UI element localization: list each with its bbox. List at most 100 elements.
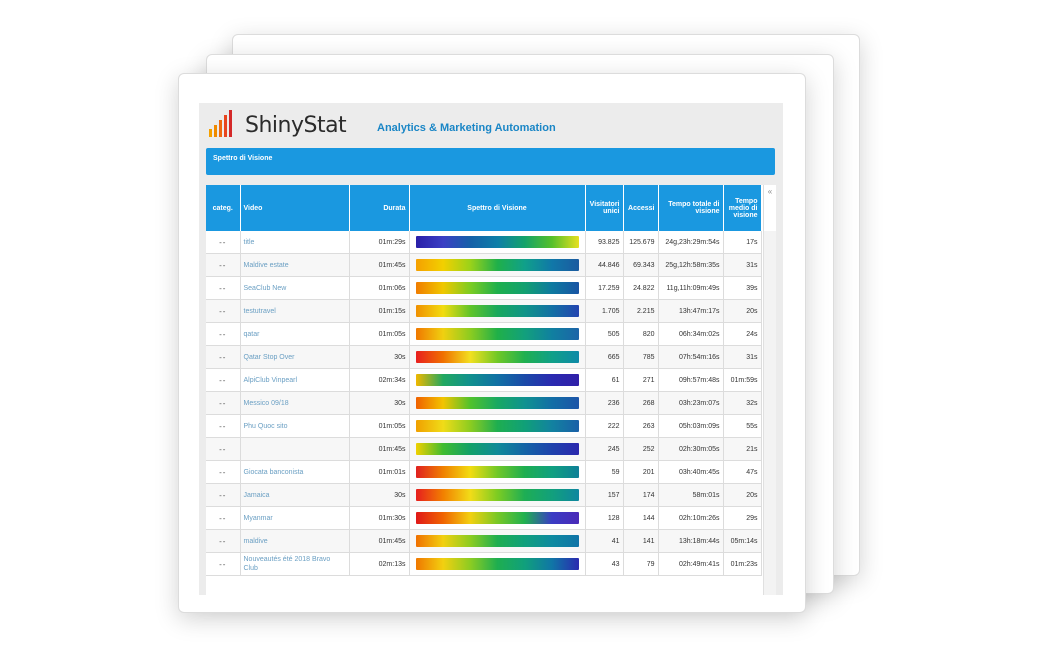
visitatori-cell: 61 (585, 368, 624, 392)
header-spettro[interactable]: Spettro di Visione (409, 185, 586, 231)
accessi-cell: 268 (623, 391, 659, 415)
tempo-medio-cell: 31s (723, 253, 762, 277)
viewing-spectrum-bar (415, 305, 579, 317)
categ-cell: -- (206, 437, 241, 461)
visitatori-cell: 41 (585, 529, 624, 553)
video-title-link[interactable]: Giocata banconista (240, 460, 350, 484)
header-visitatori[interactable]: Visitatori unici (585, 185, 624, 231)
durata-cell: 30s (349, 391, 410, 415)
viewing-spectrum-bar (415, 420, 579, 432)
video-title-link[interactable]: Maldive estate (240, 253, 350, 277)
spectrum-cell (409, 414, 586, 438)
video-title-link[interactable]: Phu Quoc sito (240, 414, 350, 438)
viewing-spectrum-bar (415, 535, 579, 547)
video-title-link[interactable]: maldive (240, 529, 350, 553)
table-row[interactable]: -- SeaClub New 01m:06s 17.259 24.822 11g,11h:… (206, 276, 762, 300)
table-row[interactable]: -- Messico 09/18 30s 236 268 03h:23m:07s 32s (206, 391, 762, 415)
video-title-link[interactable]: Qatar Stop Over (240, 345, 350, 369)
durata-cell: 01m:30s (349, 506, 410, 530)
video-title-link[interactable]: testutravel (240, 299, 350, 323)
categ-cell: -- (206, 483, 241, 507)
table-row[interactable]: -- Myanmar 01m:30s 128 144 02h:10m:26s 29s (206, 506, 762, 530)
tempo-medio-cell: 39s (723, 276, 762, 300)
table-row[interactable]: -- maldive 01m:45s 41 141 13h:18m:44s 05m:14s (206, 529, 762, 553)
visitatori-cell: 43 (585, 552, 624, 576)
video-title-link[interactable]: Nouveautés été 2018 Bravo Club (240, 552, 350, 576)
viewing-spectrum-bar (415, 397, 579, 409)
header-categ[interactable]: categ. (206, 185, 241, 231)
accessi-cell: 174 (623, 483, 659, 507)
tempo-totale-cell: 02h:10m:26s (658, 506, 724, 530)
accessi-cell: 141 (623, 529, 659, 553)
viewing-spectrum-bar (415, 443, 579, 455)
categ-cell: -- (206, 414, 241, 438)
tempo-medio-cell: 20s (723, 299, 762, 323)
header-accessi[interactable]: Accessi (623, 185, 659, 231)
report-table-container: categ. Video Durata Spettro di Visione V… (206, 185, 776, 595)
tempo-totale-cell: 02h:30m:05s (658, 437, 724, 461)
tempo-totale-cell: 13h:47m:17s (658, 299, 724, 323)
table-row[interactable]: -- Qatar Stop Over 30s 665 785 07h:54m:16s 31s (206, 345, 762, 369)
table-row[interactable]: -- Giocata banconista 01m:01s 59 201 03h:40m:… (206, 460, 762, 484)
accessi-cell: 252 (623, 437, 659, 461)
spectrum-cell (409, 529, 586, 553)
viewing-spectrum-bar (415, 328, 579, 340)
spectrum-cell (409, 437, 586, 461)
table-row[interactable]: -- Maldive estate 01m:45s 44.846 69.343 25g,1… (206, 253, 762, 277)
viewing-spectrum-bar (415, 374, 579, 386)
durata-cell: 02m:34s (349, 368, 410, 392)
tempo-medio-cell: 01m:59s (723, 368, 762, 392)
spectrum-cell (409, 253, 586, 277)
table-row[interactable]: -- Phu Quoc sito 01m:05s 222 263 05h:03m:09s 5… (206, 414, 762, 438)
tempo-medio-cell: 31s (723, 345, 762, 369)
tagline: Analytics & Marketing Automation (377, 122, 556, 134)
spectrum-cell (409, 506, 586, 530)
tempo-totale-cell: 58m:01s (658, 483, 724, 507)
categ-cell: -- (206, 322, 241, 346)
durata-cell: 01m:06s (349, 276, 410, 300)
visitatori-cell: 222 (585, 414, 624, 438)
tempo-totale-cell: 05h:03m:09s (658, 414, 724, 438)
video-title-link[interactable] (240, 437, 350, 461)
header-video[interactable]: Video (240, 185, 350, 231)
video-title-link[interactable]: Jamaica (240, 483, 350, 507)
accessi-cell: 144 (623, 506, 659, 530)
collapse-panel-icon[interactable]: « (763, 185, 776, 231)
table-row[interactable]: -- testutravel 01m:15s 1.705 2.215 13h:47m:17… (206, 299, 762, 323)
video-title-link[interactable]: title (240, 231, 350, 254)
table-row[interactable]: -- title 01m:29s 93.825 125.679 24g,23h:29m:5… (206, 231, 762, 254)
tempo-totale-cell: 03h:40m:45s (658, 460, 724, 484)
header-durata[interactable]: Durata (349, 185, 410, 231)
video-title-link[interactable]: SeaClub New (240, 276, 350, 300)
categ-cell: -- (206, 276, 241, 300)
table-row[interactable]: -- Nouveautés été 2018 Bravo Club 02m:13s 4… (206, 552, 762, 576)
durata-cell: 01m:05s (349, 322, 410, 346)
table-row[interactable]: -- AlpiClub Vinpearl 02m:34s 61 271 09h:57m:4… (206, 368, 762, 392)
table-row[interactable]: -- 01m:45s 245 252 02h:30m:05s 21s (206, 437, 762, 461)
tempo-totale-cell: 06h:34m:02s (658, 322, 724, 346)
viewing-spectrum-bar (415, 512, 579, 524)
viewing-spectrum-bar (415, 236, 579, 248)
video-title-link[interactable]: qatar (240, 322, 350, 346)
durata-cell: 30s (349, 483, 410, 507)
shinystat-logo-icon (209, 110, 232, 137)
visitatori-cell: 505 (585, 322, 624, 346)
video-title-link[interactable]: Myanmar (240, 506, 350, 530)
table-scrollbar[interactable] (763, 231, 776, 595)
table-row[interactable]: -- qatar 01m:05s 505 820 06h:34m:02s 24s (206, 322, 762, 346)
header-tempo-medio[interactable]: Tempo medio di visione (723, 185, 762, 231)
viewing-spectrum-bar (415, 259, 579, 271)
categ-cell: -- (206, 368, 241, 392)
accessi-cell: 79 (623, 552, 659, 576)
durata-cell: 01m:15s (349, 299, 410, 323)
header-tempo-totale[interactable]: Tempo totale di visione (658, 185, 724, 231)
tempo-medio-cell: 55s (723, 414, 762, 438)
table-row[interactable]: -- Jamaica 30s 157 174 58m:01s 20s (206, 483, 762, 507)
spectrum-cell (409, 276, 586, 300)
section-title-bar: Spettro di Visione (206, 148, 775, 175)
viewing-spectrum-bar (415, 558, 579, 570)
visitatori-cell: 17.259 (585, 276, 624, 300)
video-title-link[interactable]: AlpiClub Vinpearl (240, 368, 350, 392)
video-title-link[interactable]: Messico 09/18 (240, 391, 350, 415)
tempo-medio-cell: 21s (723, 437, 762, 461)
